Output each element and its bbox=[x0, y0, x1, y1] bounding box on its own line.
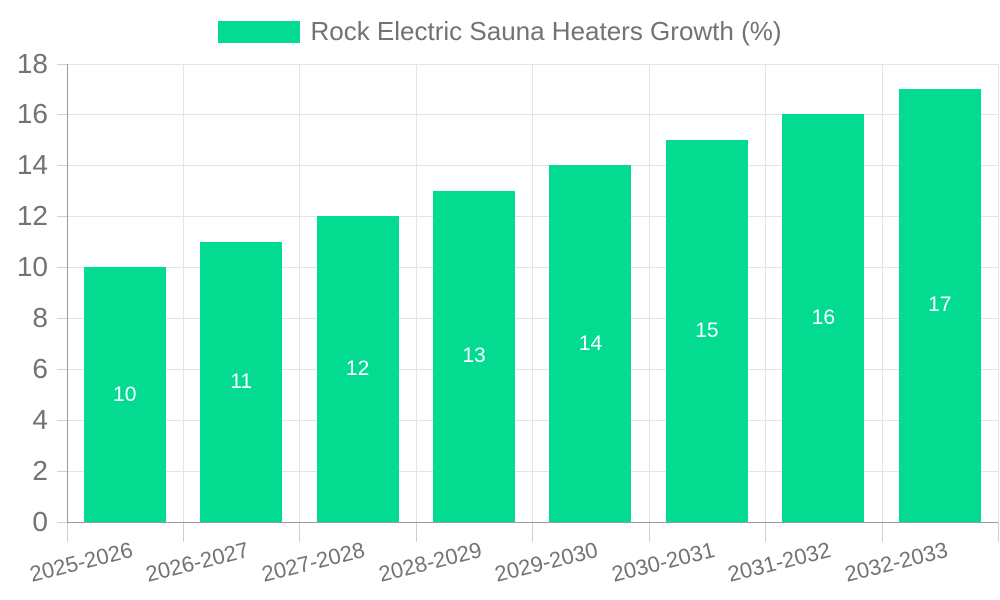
bar-value-label: 10 bbox=[113, 382, 137, 406]
y-axis-label: 12 bbox=[16, 200, 48, 232]
v-gridline bbox=[532, 63, 534, 522]
legend-swatch bbox=[218, 20, 301, 43]
y-axis-label: 10 bbox=[16, 251, 48, 283]
x-axis-label: 2031-2032 bbox=[725, 537, 834, 587]
bar bbox=[898, 88, 981, 522]
bar bbox=[665, 139, 748, 522]
x-tick bbox=[66, 522, 68, 542]
v-gridline bbox=[182, 63, 184, 522]
bar-value-label: 11 bbox=[230, 369, 253, 393]
bar bbox=[782, 114, 865, 522]
y-tick bbox=[56, 114, 67, 116]
bar-value-label: 14 bbox=[578, 331, 603, 355]
bar bbox=[200, 241, 283, 522]
x-tick bbox=[299, 522, 301, 542]
v-gridline bbox=[415, 63, 417, 522]
y-tick bbox=[56, 420, 67, 422]
bar-value-label: 17 bbox=[928, 293, 952, 317]
y-tick bbox=[56, 216, 67, 218]
y-tick bbox=[56, 522, 67, 523]
x-tick bbox=[532, 522, 534, 542]
x-axis-label: 2028-2029 bbox=[375, 537, 485, 587]
legend-label: Rock Electric Sauna Heaters Growth (%) bbox=[310, 16, 782, 46]
x-tick bbox=[998, 522, 999, 542]
bar bbox=[316, 216, 399, 522]
x-tick bbox=[182, 522, 184, 542]
bar bbox=[549, 165, 632, 522]
y-axis-label: 18 bbox=[16, 47, 48, 79]
v-gridline bbox=[765, 63, 767, 522]
y-tick bbox=[56, 471, 67, 473]
y-tick bbox=[56, 267, 67, 269]
x-axis-label: 2027-2028 bbox=[259, 537, 368, 587]
x-tick bbox=[765, 522, 767, 542]
bar-value-label: 12 bbox=[345, 357, 370, 381]
y-axis-label: 8 bbox=[32, 302, 48, 334]
v-gridline bbox=[998, 63, 999, 522]
y-tick bbox=[56, 63, 67, 65]
y-tick bbox=[56, 318, 67, 320]
x-axis-label: 2029-2030 bbox=[492, 537, 601, 587]
x-axis-label: 2026-2027 bbox=[143, 537, 252, 587]
x-axis-label: 2032-2033 bbox=[841, 537, 950, 587]
y-tick bbox=[56, 369, 67, 371]
y-axis-label: 2 bbox=[32, 455, 48, 487]
bar-value-label: 13 bbox=[462, 344, 486, 368]
x-axis-line bbox=[66, 522, 998, 523]
x-tick bbox=[648, 522, 650, 542]
bar-value-label: 15 bbox=[695, 318, 719, 342]
bar-value-label: 16 bbox=[811, 306, 836, 330]
y-axis-label: 14 bbox=[16, 149, 48, 181]
x-tick bbox=[881, 522, 883, 542]
x-tick bbox=[415, 522, 417, 542]
v-gridline bbox=[881, 63, 883, 522]
bar bbox=[433, 190, 516, 522]
x-axis-label: 2030-2031 bbox=[608, 537, 717, 587]
x-axis-label: 2025-2026 bbox=[26, 537, 135, 587]
y-axis-label: 16 bbox=[16, 98, 48, 130]
bar bbox=[83, 267, 166, 522]
y-tick bbox=[56, 165, 67, 167]
y-axis-label: 6 bbox=[32, 353, 48, 385]
v-gridline bbox=[299, 63, 301, 522]
y-axis-label: 4 bbox=[32, 404, 48, 436]
legend-item[interactable]: Rock Electric Sauna Heaters Growth (%) bbox=[0, 16, 1000, 47]
v-gridline bbox=[648, 63, 650, 522]
y-axis-label: 0 bbox=[32, 506, 48, 537]
y-axis-line bbox=[66, 63, 68, 522]
